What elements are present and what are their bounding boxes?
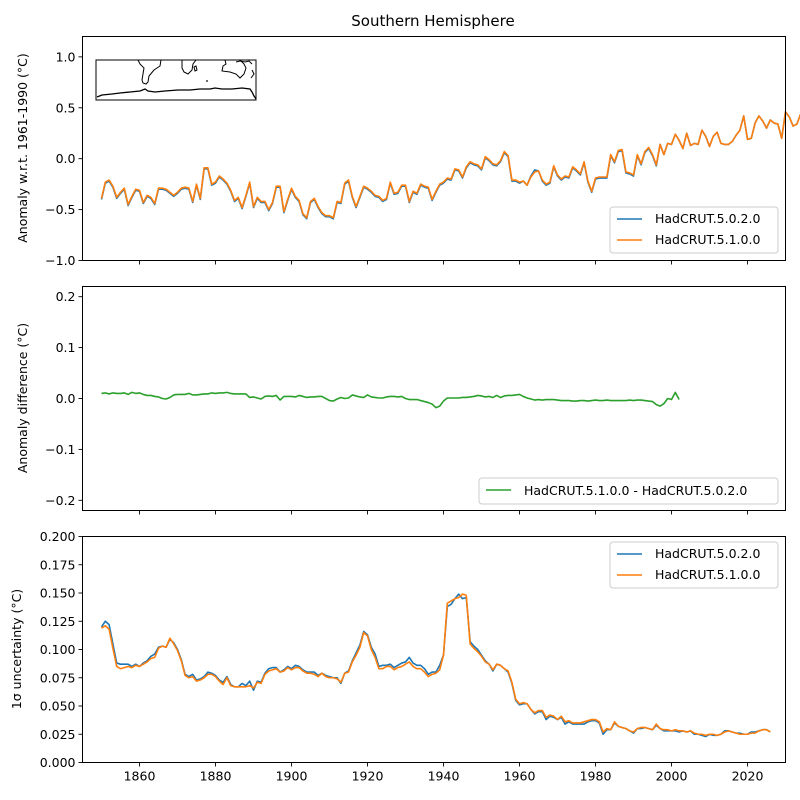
y-tick-label: −0.2 <box>45 493 75 508</box>
lines-uncertainty <box>100 593 771 738</box>
x-tick-label: 1900 <box>276 769 308 784</box>
y-tick-label: 0.150 <box>40 586 76 601</box>
x-tick-label: 1940 <box>428 769 460 784</box>
lines-anomaly <box>100 111 800 220</box>
y-axis-label-uncertainty: 1σ uncertainty (°C) <box>9 589 24 709</box>
legend-box <box>478 477 779 505</box>
y-tick-label: 0.2 <box>56 289 76 304</box>
antarctica-outline <box>96 87 257 100</box>
madagascar-outline <box>193 65 198 72</box>
legend-box <box>609 206 779 254</box>
y-tick-label: 0.050 <box>40 699 76 714</box>
y-tick-label: 0.000 <box>40 755 76 770</box>
y-tick-label: 0.100 <box>40 642 76 657</box>
axes-frame-anomaly <box>82 36 786 261</box>
axes-frame-difference <box>82 286 786 511</box>
ticks-uncertainty: 1860 1880 1900 1920 1940 1960 1980 2000 2020 0.00… <box>40 529 764 784</box>
y-tick-label: −0.5 <box>45 202 75 217</box>
panel-anomaly: Southern Hemisphere Anomaly w.r.t. 1961-… <box>15 12 800 268</box>
australia-outline <box>221 59 247 79</box>
y-tick-label: 0.5 <box>56 100 76 115</box>
x-tick-label: 1960 <box>504 769 536 784</box>
island-dot <box>206 80 208 82</box>
africa-outline <box>181 59 197 75</box>
x-tick-label: 2000 <box>656 769 688 784</box>
axes-frame-uncertainty <box>82 536 786 763</box>
panel-difference: Anomaly difference (°C) −0.2 −0.1 0.0 0.1 0.… <box>15 286 786 515</box>
lines-difference <box>101 391 680 409</box>
legend-label-v502: HadCRUT.5.0.2.0 <box>655 546 760 561</box>
inset-map <box>95 59 257 101</box>
y-tick-label: 0.025 <box>40 727 76 742</box>
series-line-hadcrut-5-0-2-0 <box>100 593 771 738</box>
indonesia-outline <box>235 60 253 65</box>
y-tick-label: 0.0 <box>56 391 76 406</box>
chart-title: Southern Hemisphere <box>351 12 514 30</box>
y-tick-label: 0.1 <box>56 340 76 355</box>
legend-label-v510: HadCRUT.5.1.0.0 <box>655 567 760 582</box>
y-tick-label: 0.175 <box>40 557 76 572</box>
legend-label-v502: HadCRUT.5.0.2.0 <box>655 211 760 226</box>
y-tick-label: −0.1 <box>45 442 75 457</box>
x-tick-label: 1980 <box>580 769 612 784</box>
south-america-outline <box>137 59 162 85</box>
legend-uncertainty: HadCRUT.5.0.2.0 HadCRUT.5.1.0.0 <box>609 541 779 589</box>
inset-map-frame <box>95 59 257 101</box>
x-tick-label: 2020 <box>732 769 764 784</box>
legend-anomaly: HadCRUT.5.0.2.0 HadCRUT.5.1.0.0 <box>609 206 779 254</box>
series-line-hadcrut-5-1-0-0 <box>101 593 771 737</box>
ticks-difference: −0.2 −0.1 0.0 0.1 0.2 <box>45 289 748 515</box>
y-axis-label-difference: Anomaly difference (°C) <box>15 323 30 473</box>
y-tick-label: 0.0 <box>56 151 76 166</box>
legend-box <box>609 541 779 589</box>
new-zealand-outline <box>250 69 255 79</box>
x-tick-label: 1860 <box>124 769 156 784</box>
legend-label-difference: HadCRUT.5.1.0.0 - HadCRUT.5.0.2.0 <box>524 483 747 498</box>
y-axis-label-anomaly: Anomaly w.r.t. 1961-1990 (°C) <box>15 53 30 243</box>
series-line-hadcrut-5-1-0-0 <box>100 111 800 219</box>
y-tick-label: 0.200 <box>40 529 76 544</box>
series-line-hadcrut-5-1-0-0-hadcrut-5-0-2-0 <box>101 391 680 409</box>
panel-uncertainty: 1σ uncertainty (°C) 1860 1880 1900 1920 1940… <box>9 529 786 784</box>
y-tick-label: 1.0 <box>56 49 76 64</box>
legend-difference: HadCRUT.5.1.0.0 - HadCRUT.5.0.2.0 <box>478 477 779 505</box>
y-tick-label: 0.125 <box>40 614 76 629</box>
y-tick-label: 0.075 <box>40 670 76 685</box>
x-tick-label: 1880 <box>200 769 232 784</box>
y-tick-label: −1.0 <box>45 253 75 268</box>
ticks-anomaly: −1.0 −0.5 0.0 0.5 1.0 <box>45 49 748 268</box>
legend-label-v510: HadCRUT.5.1.0.0 <box>655 232 760 247</box>
x-tick-label: 1920 <box>352 769 384 784</box>
